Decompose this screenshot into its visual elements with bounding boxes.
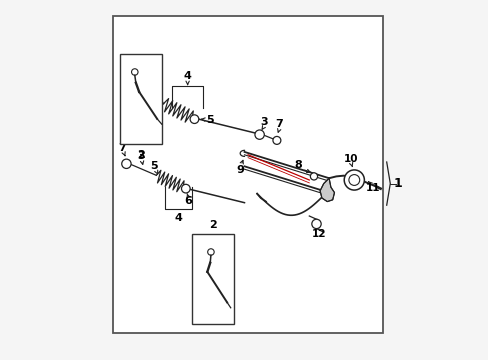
Text: 6: 6	[184, 195, 192, 206]
Circle shape	[181, 184, 190, 193]
Text: 3: 3	[260, 117, 267, 127]
Text: 2: 2	[137, 150, 144, 160]
Bar	[192, 234, 233, 324]
Text: 2: 2	[209, 220, 217, 230]
Circle shape	[310, 173, 317, 180]
Circle shape	[207, 249, 214, 255]
Text: 5: 5	[206, 114, 214, 125]
Text: 5: 5	[150, 161, 158, 171]
Text: 4: 4	[183, 71, 191, 81]
Text: 11: 11	[365, 183, 379, 193]
Text: 9: 9	[236, 165, 244, 175]
Text: 4: 4	[175, 213, 183, 223]
Text: 6: 6	[153, 90, 161, 100]
Text: 8: 8	[294, 160, 302, 170]
Circle shape	[190, 115, 199, 123]
Circle shape	[311, 219, 321, 229]
Text: 3: 3	[137, 150, 144, 161]
Bar	[120, 54, 162, 144]
Circle shape	[272, 136, 280, 144]
Text: 7: 7	[118, 143, 126, 153]
Circle shape	[122, 159, 131, 168]
Polygon shape	[320, 178, 334, 202]
Text: 7: 7	[275, 119, 283, 129]
Circle shape	[348, 175, 359, 185]
Circle shape	[344, 170, 364, 190]
Circle shape	[131, 69, 138, 75]
Text: 12: 12	[311, 229, 325, 239]
Text: 10: 10	[344, 154, 358, 164]
Circle shape	[254, 130, 264, 139]
Text: 1: 1	[392, 177, 401, 190]
Bar	[113, 16, 382, 333]
